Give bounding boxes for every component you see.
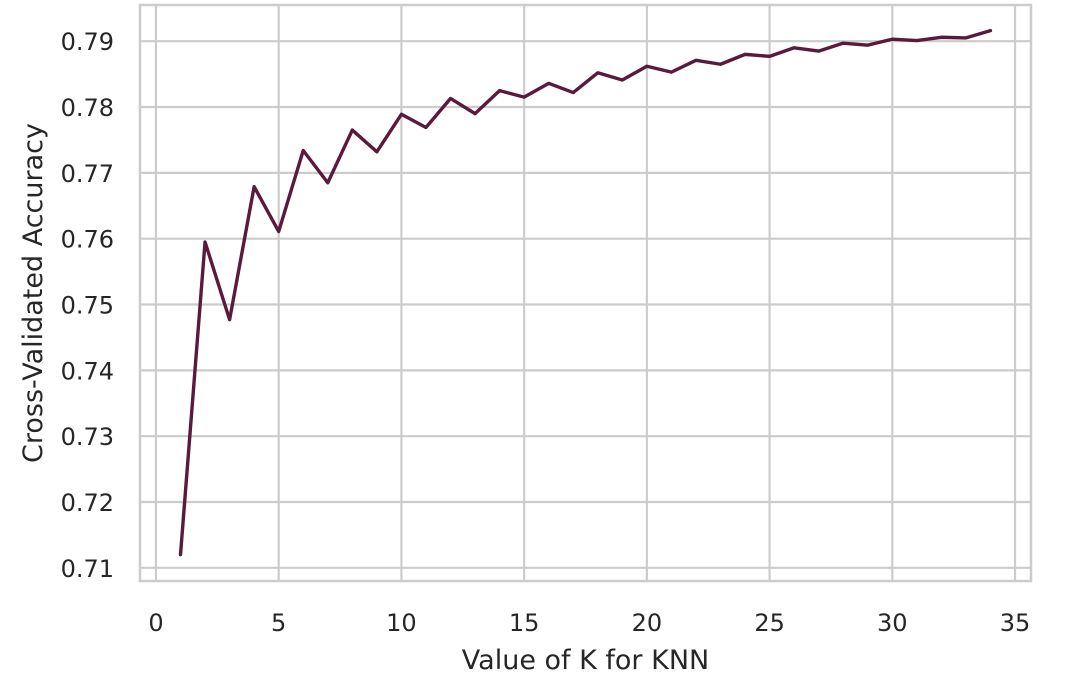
x-tick-label: 35 (1000, 609, 1031, 637)
y-tick-label: 0.74 (61, 357, 114, 385)
y-tick-label: 0.72 (61, 489, 114, 517)
x-tick-labels: 0 5 10 15 20 25 30 35 (148, 609, 1030, 637)
y-tick-label: 0.71 (61, 555, 114, 583)
y-tick-label: 0.76 (61, 226, 114, 254)
x-tick-label: 20 (632, 609, 663, 637)
x-tick-label: 0 (148, 609, 163, 637)
x-tick-label: 5 (271, 609, 286, 637)
y-axis-title: Cross-Validated Accuracy (18, 123, 49, 463)
x-axis-title: Value of K for KNN (462, 645, 709, 676)
y-tick-labels: 0.71 0.72 0.73 0.74 0.75 0.76 0.77 0.78 0.79 (61, 28, 114, 583)
y-tick-label: 0.73 (61, 423, 114, 451)
y-tick-label: 0.79 (61, 28, 114, 56)
series-layer (178, 28, 993, 557)
x-tick-label: 25 (754, 609, 785, 637)
x-tick-label: 30 (877, 609, 908, 637)
x-tick-label: 15 (509, 609, 540, 637)
y-tick-label: 0.78 (61, 94, 114, 122)
x-tick-label: 10 (386, 609, 417, 637)
y-tick-label: 0.75 (61, 292, 114, 320)
plot-frame (138, 3, 1033, 583)
grid (140, 5, 1031, 581)
y-tick-label: 0.77 (61, 160, 114, 188)
series-line (178, 28, 993, 557)
